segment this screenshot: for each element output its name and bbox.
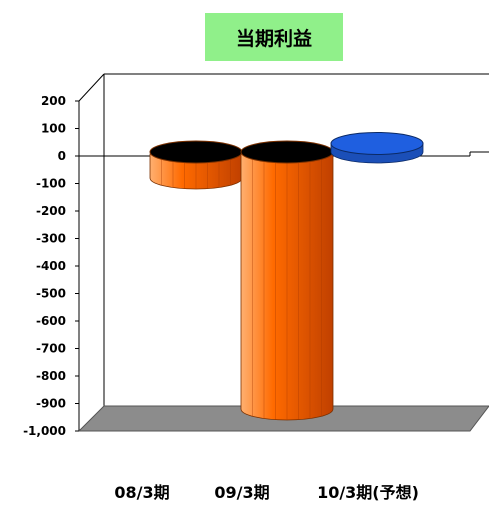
y-tick-label: -500 [36,287,66,301]
y-tick-label: 200 [41,94,66,108]
x-axis: 08/3期 09/3期 10/3期(予想) [114,483,419,502]
y-tick-label: 100 [41,122,66,136]
bar-top-cap [330,132,424,155]
bar-3 [330,132,424,164]
bar-1 [149,140,243,190]
chart-title: 当期利益 [205,13,343,61]
y-tick-label: -400 [36,259,66,273]
y-tick-label: -800 [36,369,66,383]
bar-top-cap [240,140,334,164]
bar-top-cap [149,140,243,164]
y-tick-label: -100 [36,177,66,191]
y-axis: 200 100 0 -100 -200 -300 -400 -500 -600 -700 -800 -… [23,94,79,438]
bars [149,132,424,421]
x-category-label: 10/3期(予想) [317,483,419,502]
x-category-label: 09/3期 [214,483,269,502]
y-tick-label: -700 [36,342,66,356]
y-tick-label: -300 [36,232,66,246]
wall-edge-top [78,73,105,102]
x-category-label: 08/3期 [114,483,169,502]
y-tick-label: -600 [36,314,66,328]
y-tick-label: -1,000 [23,424,66,438]
y-tick-label: -900 [36,397,66,411]
y-tick-label: 0 [58,149,66,163]
y-tick-label: -200 [36,204,66,218]
bar-2 [240,140,334,421]
